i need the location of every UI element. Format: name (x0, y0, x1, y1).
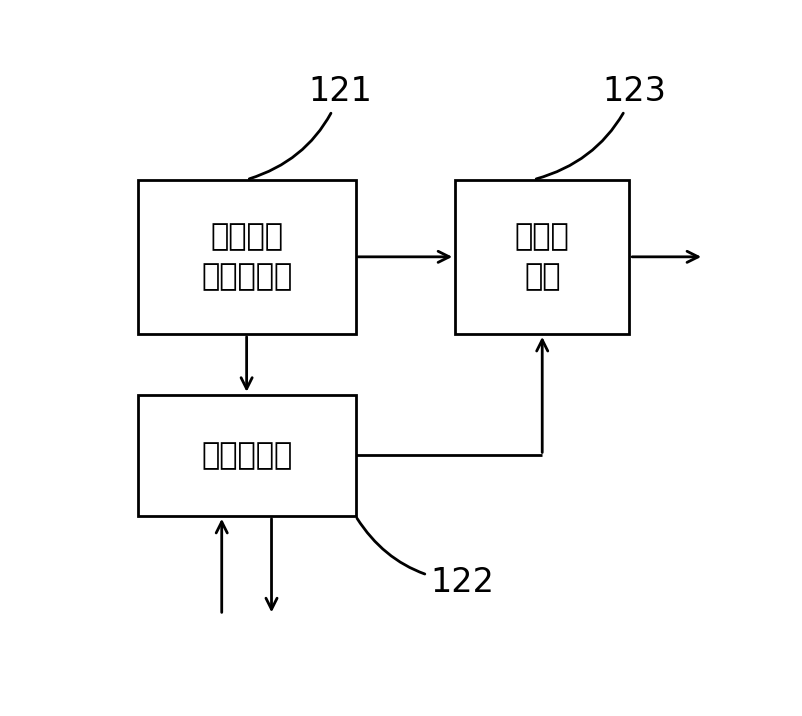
Text: 123: 123 (536, 75, 665, 179)
Text: 121: 121 (249, 75, 372, 179)
Bar (138, 395, 355, 516)
Bar (455, 180, 629, 334)
Text: 122: 122 (357, 518, 493, 599)
Bar (138, 180, 355, 334)
Text: 模块寄存器: 模块寄存器 (200, 441, 292, 470)
Text: 数据选
择器: 数据选 择器 (514, 222, 569, 291)
Text: 逐次逼近
移位寄存器: 逐次逼近 移位寄存器 (200, 222, 292, 291)
